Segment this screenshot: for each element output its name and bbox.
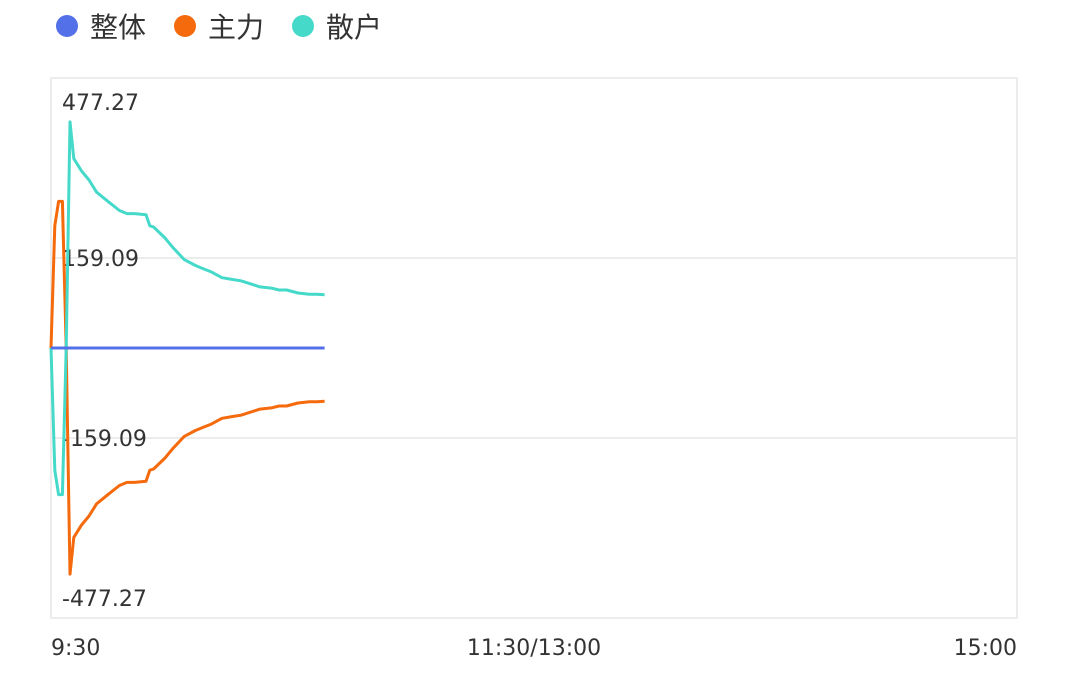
x-tick-label-close: 15:00 [954, 636, 1017, 661]
legend-label-main-force: 主力 [208, 11, 265, 44]
series-line-retail [49, 120, 325, 497]
series-layer [49, 120, 325, 576]
legend-label-overall: 整体 [90, 11, 147, 44]
legend-item-retail[interactable]: 散户 [292, 6, 382, 46]
y-tick-label-bottom: -477.27 [62, 587, 147, 612]
legend-dot-overall [56, 15, 78, 37]
legend-label-retail: 散户 [326, 11, 383, 44]
y-tick-label-lower: -159.09 [62, 427, 147, 452]
legend-item-overall[interactable]: 整体 [56, 6, 146, 46]
legend-dot-retail [292, 15, 315, 37]
x-tick-label-midday: 11:30/13:00 [467, 636, 601, 661]
legend-item-main-force[interactable]: 主力 [174, 6, 264, 46]
y-tick-label-top: 477.27 [62, 91, 139, 116]
y-tick-label-upper: 159.09 [62, 247, 139, 272]
series-line-main-force [49, 199, 325, 576]
legend-dot-main-force [174, 15, 197, 37]
chart-legend: 整体 主力 散户 [56, 8, 382, 44]
x-tick-label-open: 9:30 [51, 636, 100, 661]
